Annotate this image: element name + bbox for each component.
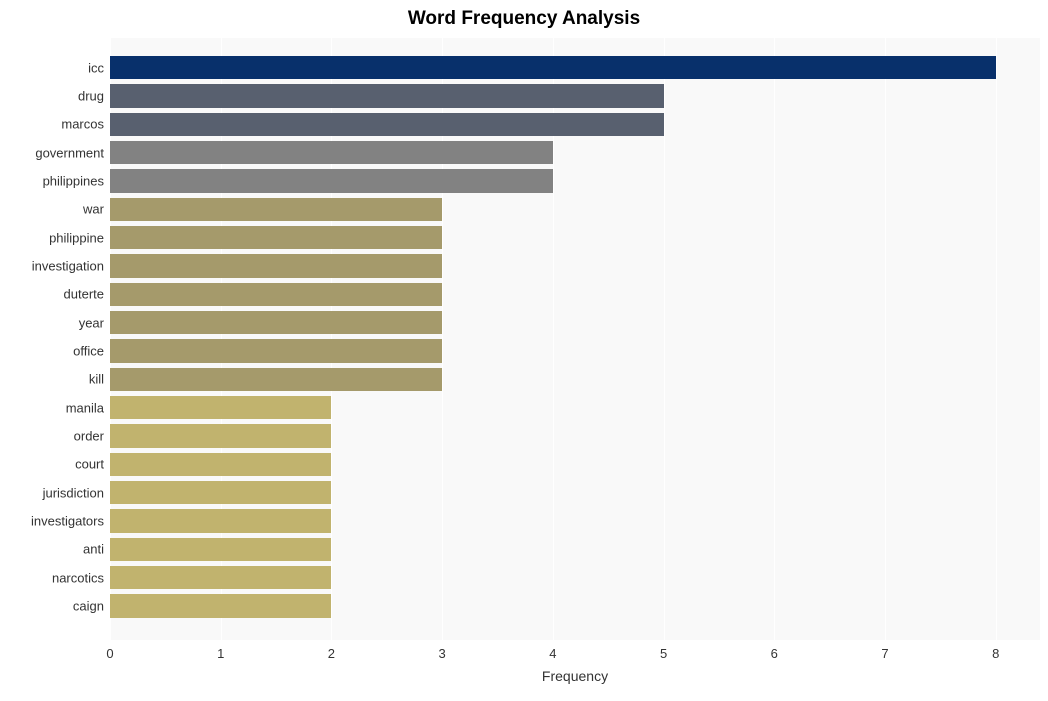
y-tick-label: court bbox=[75, 457, 104, 472]
bar bbox=[110, 113, 664, 136]
chart-title: Word Frequency Analysis bbox=[8, 8, 1040, 40]
y-tick-label: duterte bbox=[64, 287, 104, 302]
grid-line bbox=[996, 38, 997, 640]
bar bbox=[110, 538, 331, 561]
bar bbox=[110, 396, 331, 419]
bar bbox=[110, 141, 553, 164]
y-tick-label: kill bbox=[89, 372, 104, 387]
bar bbox=[110, 169, 553, 192]
y-tick-label: office bbox=[73, 344, 104, 359]
bar bbox=[110, 424, 331, 447]
y-tick-label: marcos bbox=[61, 117, 104, 132]
chart-container: Word Frequency Analysis icc drug marcos gov… bbox=[0, 0, 1048, 701]
bar bbox=[110, 509, 331, 532]
y-tick-label: drug bbox=[78, 89, 104, 104]
grid-line bbox=[664, 38, 665, 640]
bar bbox=[110, 254, 442, 277]
x-tick-label: 4 bbox=[549, 646, 556, 661]
x-tick-label: 0 bbox=[106, 646, 113, 661]
x-tick-label: 8 bbox=[992, 646, 999, 661]
y-tick-label: order bbox=[74, 429, 104, 444]
bar bbox=[110, 453, 331, 476]
grid-line bbox=[885, 38, 886, 640]
bar bbox=[110, 198, 442, 221]
x-tick-label: 2 bbox=[328, 646, 335, 661]
x-tick-label: 3 bbox=[439, 646, 446, 661]
y-tick-label: jurisdiction bbox=[43, 485, 104, 500]
y-tick-label: narcotics bbox=[52, 570, 104, 585]
bar bbox=[110, 311, 442, 334]
bar bbox=[110, 339, 442, 362]
y-tick-label: investigation bbox=[32, 259, 104, 274]
x-axis-title: Frequency bbox=[110, 668, 1040, 684]
y-tick-label: investigators bbox=[31, 514, 104, 529]
bar bbox=[110, 283, 442, 306]
bar bbox=[110, 566, 331, 589]
y-tick-label: anti bbox=[83, 542, 104, 557]
bar bbox=[110, 84, 664, 107]
bar bbox=[110, 594, 331, 617]
x-tick-label: 1 bbox=[217, 646, 224, 661]
y-tick-label: government bbox=[35, 145, 104, 160]
x-tick-label: 6 bbox=[771, 646, 778, 661]
bar bbox=[110, 56, 996, 79]
bar bbox=[110, 226, 442, 249]
y-tick-label: manila bbox=[66, 400, 104, 415]
y-tick-label: icc bbox=[88, 60, 104, 75]
grid-line bbox=[774, 38, 775, 640]
y-tick-label: philippine bbox=[49, 230, 104, 245]
y-tick-label: war bbox=[83, 202, 104, 217]
bar bbox=[110, 368, 442, 391]
x-tick-label: 5 bbox=[660, 646, 667, 661]
bar bbox=[110, 481, 331, 504]
y-tick-label: caign bbox=[73, 599, 104, 614]
plot-area bbox=[110, 38, 1040, 640]
x-tick-label: 7 bbox=[881, 646, 888, 661]
y-tick-label: philippines bbox=[43, 174, 104, 189]
y-tick-label: year bbox=[79, 315, 104, 330]
